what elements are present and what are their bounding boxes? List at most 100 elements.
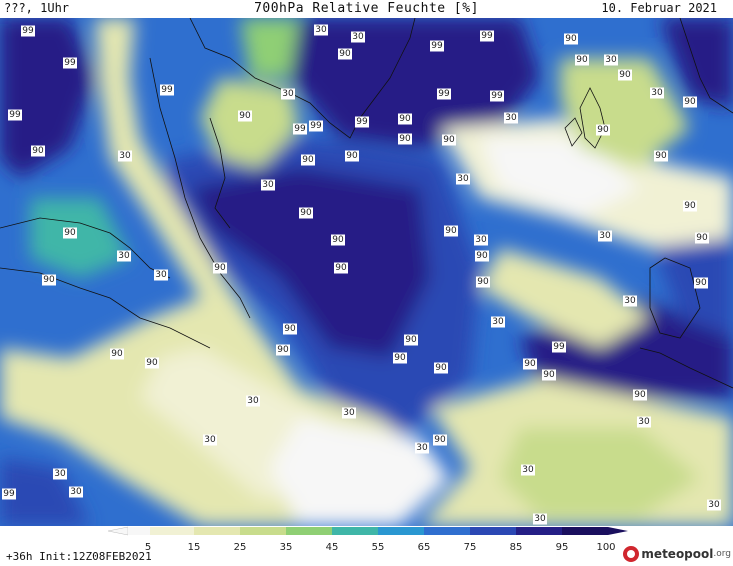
svg-text:30: 30 — [475, 235, 487, 245]
svg-text:30: 30 — [118, 251, 130, 261]
legend-arrow-left — [107, 526, 129, 536]
contour-label: 90 — [276, 344, 290, 356]
svg-text:90: 90 — [576, 55, 588, 65]
legend-colorbar: 5 15 25 35 45 55 65 75 85 95 100 — [107, 526, 628, 553]
contour-label: 99 — [552, 341, 566, 353]
svg-text:30: 30 — [247, 396, 259, 406]
svg-text:30: 30 — [262, 180, 274, 190]
coastline-ireland — [564, 117, 583, 147]
svg-text:90: 90 — [214, 263, 226, 273]
svg-text:30: 30 — [352, 32, 364, 42]
contour-label: 30 — [281, 88, 295, 100]
svg-text:90: 90 — [445, 226, 457, 236]
dry-patch-greenland — [200, 78, 300, 168]
contour-label: 90 — [654, 150, 668, 162]
svg-text:99: 99 — [22, 26, 34, 36]
contour-label: 30 — [203, 434, 217, 446]
contour-label: 99 — [355, 116, 369, 128]
contour-label: 99 — [437, 88, 451, 100]
legend-arrow-right — [608, 527, 628, 535]
valid-date-label: 10. Februar 2021 — [601, 1, 717, 15]
legend-tick-label: 15 — [188, 542, 201, 553]
humidity-map: 99 99 99 90 30 99 90 30 90 30 99 99 99 9… — [0, 18, 733, 526]
legend-tick-label: 35 — [280, 542, 293, 553]
coastline-africa-nw — [639, 347, 733, 389]
legend-tick-label: 95 — [556, 542, 569, 553]
svg-text:90: 90 — [394, 353, 406, 363]
dry-southeast-green — [500, 428, 700, 518]
contour-label: 99 — [160, 84, 174, 96]
svg-text:90: 90 — [332, 235, 344, 245]
humid-core-northeast — [660, 18, 733, 108]
svg-text:30: 30 — [534, 514, 546, 524]
svg-text:30: 30 — [315, 25, 327, 35]
contour-label: 90 — [433, 434, 447, 446]
svg-text:90: 90 — [239, 111, 251, 121]
svg-text:99: 99 — [481, 31, 493, 41]
svg-text:99: 99 — [294, 124, 306, 134]
contour-label: 90 — [523, 358, 537, 370]
contour-label: 90 — [398, 113, 412, 125]
svg-text:30: 30 — [457, 174, 469, 184]
svg-text:90: 90 — [302, 155, 314, 165]
contour-label: 90 — [564, 33, 578, 45]
svg-text:90: 90 — [695, 278, 707, 288]
svg-text:99: 99 — [491, 91, 503, 101]
contour-label: 30 — [650, 87, 664, 99]
contour-label: 30 — [69, 486, 83, 498]
contour-label: 99 — [21, 25, 35, 37]
contour-label: 90 — [442, 134, 456, 146]
legend-swatch — [286, 527, 332, 535]
legend-swatch — [150, 527, 194, 535]
contour-label: 30 — [415, 442, 429, 454]
humid-core-center-dark — [190, 168, 430, 358]
svg-text:90: 90 — [32, 146, 44, 156]
svg-text:99: 99 — [553, 342, 565, 352]
contour-label: 99 — [309, 120, 323, 132]
contour-label: 90 — [145, 357, 159, 369]
legend-tick-label: 65 — [418, 542, 431, 553]
legend-swatch — [128, 527, 150, 535]
contour-label: 90 — [238, 110, 252, 122]
svg-text:90: 90 — [277, 345, 289, 355]
svg-text:99: 99 — [438, 89, 450, 99]
contour-label: 90 — [476, 276, 490, 288]
svg-text:99: 99 — [356, 117, 368, 127]
svg-text:99: 99 — [9, 110, 21, 120]
logo-name: meteopool — [641, 547, 714, 561]
contour-label: 30 — [474, 234, 488, 246]
legend-swatch — [516, 527, 562, 535]
coastline-hudson — [0, 217, 171, 279]
coastline-greatlakes — [0, 267, 211, 349]
svg-text:90: 90 — [284, 324, 296, 334]
svg-text:90: 90 — [300, 208, 312, 218]
contour-label: 30 — [53, 468, 67, 480]
contour-label: 90 — [31, 145, 45, 157]
contour-label: 90 — [694, 277, 708, 289]
svg-text:99: 99 — [431, 41, 443, 51]
svg-text:30: 30 — [416, 443, 428, 453]
contour-label: 30 — [261, 179, 275, 191]
init-time-label: +36h Init:12Z08FEB2021 — [6, 550, 152, 563]
svg-text:99: 99 — [3, 489, 15, 499]
svg-text:90: 90 — [399, 134, 411, 144]
logo-icon — [623, 546, 640, 562]
dry-band-left — [0, 18, 420, 526]
svg-text:30: 30 — [505, 113, 517, 123]
contour-label: 30 — [314, 24, 328, 36]
contour-label: 90 — [398, 133, 412, 145]
coastline-canada-east — [149, 57, 251, 319]
contour-label: 99 — [2, 488, 16, 500]
contour-label: 90 — [110, 348, 124, 360]
svg-text:90: 90 — [597, 125, 609, 135]
legend-tick-label: 5 — [145, 542, 151, 553]
svg-text:90: 90 — [405, 335, 417, 345]
map-footer: 5 15 25 35 45 55 65 75 85 95 100 +36h In… — [0, 526, 733, 566]
contour-label: 90 — [434, 362, 448, 374]
svg-text:90: 90 — [399, 114, 411, 124]
dry-southwest-corner — [0, 458, 90, 526]
contour-label: 30 — [707, 499, 721, 511]
contour-label: 90 — [331, 234, 345, 246]
svg-text:30: 30 — [624, 296, 636, 306]
